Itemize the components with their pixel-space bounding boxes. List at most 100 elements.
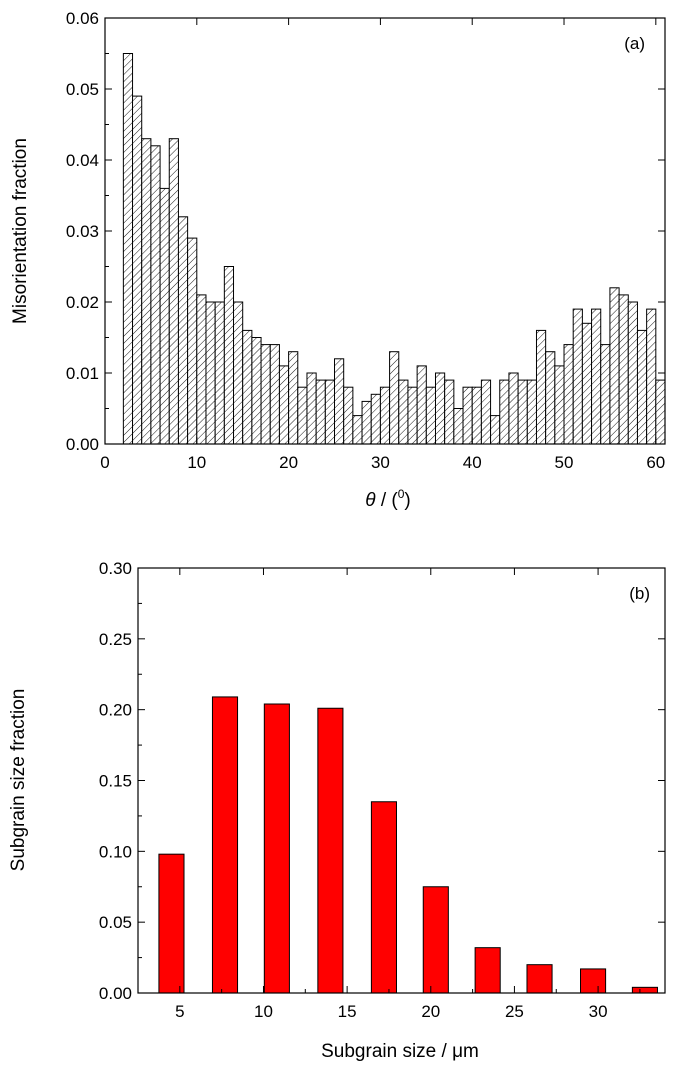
bar-a: [278, 365, 290, 445]
x-axis-title-a-text: / (: [376, 490, 399, 511]
bar-a: [627, 301, 638, 445]
bar-a: [563, 344, 574, 445]
y-tick-label-a: 0.05: [66, 80, 99, 99]
x-tick-label-a: 10: [187, 453, 206, 472]
bar-a: [122, 53, 134, 445]
bar-a: [187, 237, 198, 445]
bar-a: [260, 344, 271, 445]
x-tick-labels-a: 0 10 20 30 40 50 60: [100, 453, 665, 472]
bar-a: [618, 294, 629, 445]
bar-a: [462, 386, 473, 445]
chart-panel-a: 0 10 20 30 40 50 60 0.000.010.020.030.040.050.…: [10, 9, 666, 511]
bar-a: [646, 308, 657, 445]
bar-a: [370, 393, 381, 445]
bar-a: [526, 379, 537, 445]
bar-a: [453, 408, 464, 445]
bar-a: [324, 379, 336, 445]
y-tick-labels-a: 0.00 0.01 0.02 0.03 0.04 0.05 0.06: [66, 9, 99, 454]
bar-a: [159, 187, 170, 445]
bar-a: [434, 372, 446, 445]
bar-a: [517, 379, 528, 445]
x-tick-label-a: 0: [100, 453, 109, 472]
bar-a: [636, 329, 648, 445]
y-tick-label-b: 0.30: [99, 559, 132, 578]
y-tick-label-b: 0.00: [99, 984, 132, 1003]
x-axis-title-b: Subgrain size / μm: [321, 1041, 479, 1062]
bar-b: [631, 986, 658, 994]
ticks-panel-a: [104, 17, 665, 445]
bar-a: [572, 308, 583, 445]
bars-panel-b: [158, 696, 658, 994]
bar-a: [141, 138, 152, 445]
y-tick-label-b: 0.10: [99, 842, 132, 861]
bar-a: [223, 266, 235, 445]
bar-b: [422, 886, 449, 994]
x-tick-label-b: 25: [505, 1002, 524, 1021]
bar-b: [317, 707, 344, 994]
x-tick-label-b: 20: [421, 1002, 440, 1021]
bar-a: [315, 379, 326, 445]
bar-a: [177, 216, 189, 445]
x-tick-labels-b: 5 10 15 20 25 30: [175, 1002, 607, 1021]
chart-panel-b: 5 10 15 20 25 30 0.00 0.05 0.10 0.15 0.20 0.25 0.30…: [8, 559, 666, 1062]
bar-a: [205, 301, 216, 445]
y-tick-label-b: 0.05: [99, 913, 132, 932]
x-tick-label-b: 10: [254, 1002, 273, 1021]
bar-a: [600, 344, 611, 445]
bar-b: [370, 801, 397, 994]
x-tick-label-b: 15: [338, 1002, 357, 1021]
bar-a: [361, 400, 372, 445]
bar-b: [580, 968, 607, 994]
x-tick-label-a: 30: [371, 453, 390, 472]
x-axis-title-a-symbol: θ: [365, 490, 376, 511]
bar-a: [379, 386, 391, 445]
bar-a: [389, 351, 400, 445]
y-axis-title-a: Misorientation fraction: [10, 138, 31, 324]
ticks-panel-b: [138, 567, 665, 994]
bar-a: [471, 386, 482, 445]
y-tick-label-b: 0.20: [99, 701, 132, 720]
bar-b: [158, 853, 185, 994]
bar-a: [233, 301, 244, 445]
bar-a: [581, 322, 593, 445]
x-tick-label-a: 60: [646, 453, 665, 472]
bar-a: [554, 365, 565, 445]
bar-a: [499, 379, 510, 445]
x-tick-label-a: 50: [555, 453, 574, 472]
bar-a: [480, 379, 492, 445]
bar-a: [196, 294, 207, 445]
y-tick-label-a: 0.01: [66, 364, 99, 383]
bar-b: [211, 696, 239, 994]
bar-a: [591, 308, 602, 445]
y-tick-label-a: 0.00: [66, 435, 99, 454]
bar-a: [242, 329, 253, 445]
x-tick-label-b: 5: [175, 1002, 184, 1021]
bar-a: [508, 372, 519, 445]
bar-a: [214, 301, 225, 445]
bar-a: [343, 386, 354, 445]
bar-a: [444, 379, 455, 445]
bar-a: [297, 386, 308, 445]
bar-a: [334, 358, 345, 445]
x-axis-title-a: θ / (0): [365, 487, 411, 511]
x-tick-label-b: 30: [589, 1002, 608, 1021]
y-tick-label-a: 0.03: [66, 222, 99, 241]
y-axis-title-b: Subgrain size fraction: [8, 689, 29, 872]
bar-a: [150, 145, 161, 445]
y-tick-label-b: 0.25: [99, 630, 132, 649]
bar-a: [490, 415, 501, 445]
y-tick-label-a: 0.04: [66, 151, 99, 170]
bar-b: [474, 947, 501, 994]
bar-a: [251, 337, 262, 445]
bar-a: [168, 138, 179, 445]
y-tick-label-a: 0.02: [66, 293, 99, 312]
x-tick-label-a: 20: [279, 453, 298, 472]
y-tick-label-a: 0.06: [66, 9, 99, 28]
bar-a: [398, 379, 409, 445]
bar-a: [352, 415, 363, 445]
bar-a: [425, 386, 436, 445]
bar-a: [655, 379, 666, 445]
bar-b: [263, 703, 290, 994]
